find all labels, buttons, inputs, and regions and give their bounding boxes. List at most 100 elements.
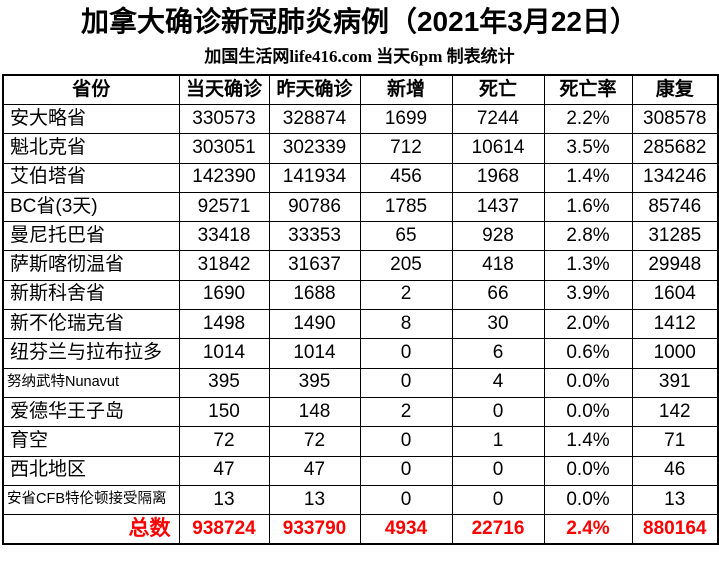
value-cell: 303051	[178, 133, 270, 164]
header-row: 省份 当天确诊 昨天确诊 新增 死亡 死亡率 康复	[2, 74, 719, 105]
value-cell: 205	[359, 250, 453, 281]
value-cell: 1014	[268, 338, 361, 369]
value-cell: 1699	[359, 103, 453, 135]
province-name: 艾伯塔省	[2, 162, 180, 193]
value-cell: 29948	[631, 250, 719, 281]
value-cell: 1000	[631, 338, 719, 369]
value-cell: 330573	[178, 103, 270, 135]
total-label: 总数	[2, 514, 180, 545]
value-cell: 13	[631, 484, 719, 516]
value-cell: 1785	[359, 191, 453, 223]
province-name: 安大略省	[2, 103, 180, 135]
province-name: 西北地区	[2, 455, 180, 486]
page-subtitle: 加国生活网life416.com 当天6pm 制表统计	[204, 47, 515, 67]
table-row: 纽芬兰与拉布拉多 1014 1014 0 6 0.6% 1000	[2, 338, 719, 369]
total-value-cell: 4934	[359, 514, 453, 545]
value-cell: 31285	[631, 221, 719, 252]
province-name: 育空	[2, 426, 180, 457]
value-cell: 31637	[268, 250, 361, 281]
value-cell: 0	[359, 367, 453, 398]
value-cell: 46	[631, 455, 719, 486]
value-cell: 66	[451, 279, 545, 311]
value-cell: 1.4%	[543, 162, 633, 193]
table-row: 萨斯喀彻温省 31842 31637 205 418 1.3% 29948	[2, 250, 719, 281]
value-cell: 1690	[178, 279, 270, 311]
table-row: BC省(3天) 92571 90786 1785 1437 1.6% 85746	[2, 191, 719, 223]
value-cell: 0	[359, 338, 453, 369]
total-value-cell: 933790	[268, 514, 361, 545]
value-cell: 1412	[631, 309, 719, 340]
header-yesterday-confirmed: 昨天确诊	[268, 74, 361, 105]
value-cell: 13	[268, 484, 361, 516]
value-cell: 2.0%	[543, 309, 633, 340]
province-name: BC省(3天)	[2, 191, 180, 223]
value-cell: 7244	[451, 103, 545, 135]
value-cell: 2	[359, 396, 453, 428]
value-cell: 148	[268, 396, 361, 428]
total-value-cell: 2.4%	[543, 514, 633, 545]
province-name: 新斯科舍省	[2, 279, 180, 311]
value-cell: 92571	[178, 191, 270, 223]
province-name: 爱德华王子岛	[2, 396, 180, 428]
value-cell: 0.0%	[543, 455, 633, 486]
total-row: 总数 938724 933790 4934 22716 2.4% 880164	[2, 514, 719, 545]
value-cell: 2.2%	[543, 103, 633, 135]
value-cell: 0	[451, 396, 545, 428]
total-value-cell: 22716	[451, 514, 545, 545]
value-cell: 1.6%	[543, 191, 633, 223]
value-cell: 0	[451, 455, 545, 486]
province-name: 纽芬兰与拉布拉多	[2, 338, 180, 369]
total-value-cell: 938724	[178, 514, 270, 545]
value-cell: 8	[359, 309, 453, 340]
value-cell: 47	[178, 455, 270, 486]
value-cell: 1	[451, 426, 545, 457]
value-cell: 285682	[631, 133, 719, 164]
value-cell: 456	[359, 162, 453, 193]
table-row: 新斯科舍省 1690 1688 2 66 3.9% 1604	[2, 279, 719, 311]
value-cell: 33418	[178, 221, 270, 252]
province-name: 魁北克省	[2, 133, 180, 164]
value-cell: 395	[178, 367, 270, 398]
value-cell: 1.4%	[543, 426, 633, 457]
header-new-cases: 新增	[359, 74, 453, 105]
value-cell: 10614	[451, 133, 545, 164]
value-cell: 1.3%	[543, 250, 633, 281]
table-row: 曼尼托巴省 33418 33353 65 928 2.8% 31285	[2, 221, 719, 252]
value-cell: 0	[359, 484, 453, 516]
table-row: 西北地区 47 47 0 0 0.0% 46	[2, 455, 719, 486]
table-row: 育空 72 72 0 1 1.4% 71	[2, 426, 719, 457]
value-cell: 71	[631, 426, 719, 457]
province-name: 努纳武特Nunavut	[2, 367, 180, 398]
value-cell: 1688	[268, 279, 361, 311]
value-cell: 1498	[178, 309, 270, 340]
value-cell: 134246	[631, 162, 719, 193]
value-cell: 33353	[268, 221, 361, 252]
province-name: 萨斯喀彻温省	[2, 250, 180, 281]
value-cell: 302339	[268, 133, 361, 164]
value-cell: 3.5%	[543, 133, 633, 164]
value-cell: 142390	[178, 162, 270, 193]
province-name: 新不伦瑞克省	[2, 309, 180, 340]
table-row: 努纳武特Nunavut 395 395 0 4 0.0% 391	[2, 367, 719, 398]
value-cell: 418	[451, 250, 545, 281]
value-cell: 308578	[631, 103, 719, 135]
value-cell: 30	[451, 309, 545, 340]
header-province: 省份	[2, 74, 180, 105]
covid-stats-table: 省份 当天确诊 昨天确诊 新增 死亡 死亡率 康复 安大略省 330573 3288…	[2, 74, 719, 545]
table-row: 魁北克省 303051 302339 712 10614 3.5% 285682	[2, 133, 719, 164]
value-cell: 1490	[268, 309, 361, 340]
header-deaths: 死亡	[451, 74, 545, 105]
value-cell: 1968	[451, 162, 545, 193]
value-cell: 2	[359, 279, 453, 311]
value-cell: 3.9%	[543, 279, 633, 311]
value-cell: 928	[451, 221, 545, 252]
value-cell: 0.6%	[543, 338, 633, 369]
table-row: 新不伦瑞克省 1498 1490 8 30 2.0% 1412	[2, 309, 719, 340]
value-cell: 141934	[268, 162, 361, 193]
value-cell: 391	[631, 367, 719, 398]
value-cell: 712	[359, 133, 453, 164]
value-cell: 72	[178, 426, 270, 457]
table-row: 爱德华王子岛 150 148 2 0 0.0% 142	[2, 396, 719, 428]
value-cell: 1437	[451, 191, 545, 223]
